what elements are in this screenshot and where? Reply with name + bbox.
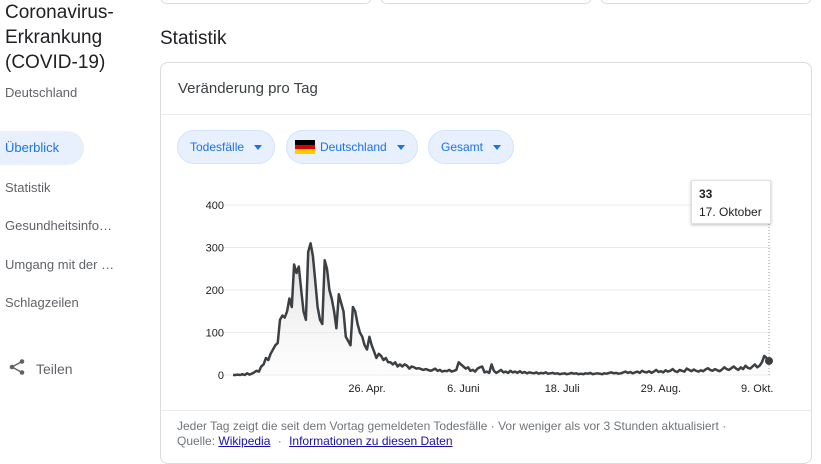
chevron-down-icon: [493, 144, 502, 150]
app-subtitle: Deutschland: [5, 85, 78, 100]
card-title: Veränderung pro Tag: [178, 80, 318, 97]
chevron-down-icon: [396, 144, 405, 150]
y-tick-label: 0: [218, 370, 224, 382]
chart-footer: Jeder Tag zeigt die seit dem Vortag geme…: [177, 419, 726, 449]
x-tick-label: 26. Apr.: [348, 383, 385, 395]
share-icon: [8, 358, 26, 381]
y-tick-label: 100: [206, 328, 224, 340]
deaths-line-chart[interactable]: 0 100 200 300 400 26. Apr. 6. Juni 18. Juli 29. …: [161, 173, 811, 403]
y-tick-label: 400: [206, 200, 224, 212]
stats-card: Veränderung pro Tag Todesfälle Deutschla…: [160, 62, 812, 464]
germany-flag-icon: [295, 140, 315, 155]
previous-card-1: [160, 0, 372, 4]
region-filter-label: Deutschland: [320, 140, 387, 154]
hover-point: [765, 356, 773, 365]
x-tick-label: 6. Juni: [447, 383, 479, 395]
series-line: [233, 242, 770, 377]
metric-filter-chip[interactable]: Todesfälle: [177, 130, 276, 164]
tooltip-date: 17. Oktober: [699, 205, 762, 219]
share-button[interactable]: Teilen: [8, 355, 73, 383]
nav-item-ueberblick[interactable]: Überblick: [0, 131, 84, 165]
app-title: Coronavirus-Erkrankung (COVID-19): [5, 2, 114, 73]
y-tick-label: 300: [206, 243, 224, 255]
chart-tooltip: 33 17. Oktober: [691, 180, 771, 224]
footer-divider: [161, 410, 811, 411]
wikipedia-link[interactable]: Wikipedia: [218, 434, 271, 448]
tooltip-value: 33: [699, 187, 713, 201]
footer-separator: ·: [277, 434, 282, 448]
source-prefix: Quelle:: [177, 434, 216, 448]
y-tick-label: 200: [206, 285, 224, 297]
card-divider: [161, 114, 811, 115]
footer-description: Jeder Tag zeigt die seit dem Vortag geme…: [177, 419, 727, 433]
share-label: Teilen: [36, 361, 73, 377]
nav-item-umgang[interactable]: Umgang mit der …: [5, 257, 115, 272]
region-filter-chip[interactable]: Deutschland: [286, 130, 418, 164]
previous-card-2: [380, 0, 592, 4]
section-title: Statistik: [160, 28, 227, 49]
chevron-down-icon: [254, 144, 263, 150]
previous-card-3: [600, 0, 812, 4]
sidebar: Coronavirus-Erkrankung (COVID-19) Deutsc…: [0, 0, 150, 455]
range-filter-chip[interactable]: Gesamt: [428, 130, 515, 164]
data-info-link[interactable]: Informationen zu diesen Daten: [289, 434, 453, 448]
nav-item-gesundheitsinfo[interactable]: Gesundheitsinfo…: [5, 218, 112, 233]
x-tick-label: 29. Aug.: [641, 383, 681, 395]
x-tick-label: 18. Juli: [545, 383, 580, 395]
nav-item-statistik[interactable]: Statistik: [5, 180, 51, 195]
nav-item-schlagzeilen[interactable]: Schlagzeilen: [5, 295, 79, 310]
metric-filter-label: Todesfälle: [190, 140, 245, 154]
x-tick-label: 9. Okt.: [741, 383, 773, 395]
area-fill: [233, 243, 769, 375]
range-filter-label: Gesamt: [441, 140, 484, 154]
